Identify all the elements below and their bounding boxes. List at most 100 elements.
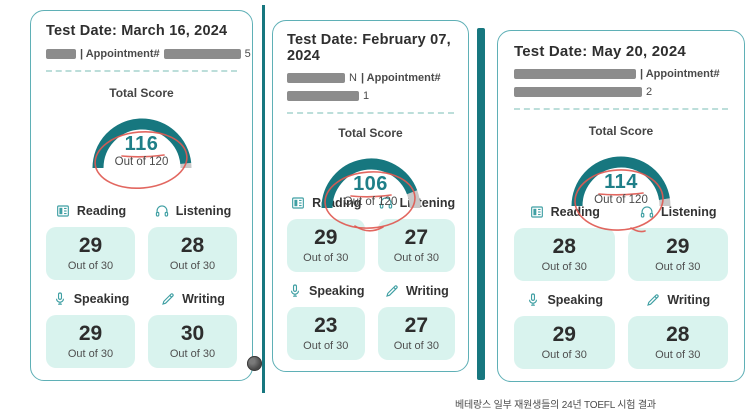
teal-divider-line	[262, 5, 265, 393]
section-name: Speaking	[309, 284, 365, 298]
score-card-may: Test Date: May 20, 2024 | Appointment# 2…	[497, 30, 745, 382]
section-name: Speaking	[73, 292, 130, 306]
section-score: 29	[78, 234, 103, 257]
appointment-suffix: 2	[646, 86, 653, 98]
dashed-divider	[514, 108, 728, 110]
name-suffix: N	[349, 72, 357, 84]
section-score: 23	[314, 314, 338, 337]
section-outof: Out of 30	[541, 261, 587, 273]
score-box: 28 Out of 30	[627, 316, 728, 369]
total-score-label: Total Score	[338, 126, 403, 140]
redacted-number-bar	[163, 49, 241, 59]
section-listening: Listening 29 Out of 30	[627, 204, 728, 281]
section-scores: Reading 28 Out of 30 Listening 29 Out of…	[514, 204, 728, 369]
total-score-outof: Out of 120	[343, 196, 398, 208]
section-score: 28	[666, 323, 690, 346]
total-score-value: 116	[124, 133, 159, 155]
redacted-name-bar	[46, 49, 76, 59]
score-box: 29 Out of 30	[46, 227, 135, 280]
section-label: Listening	[639, 204, 717, 220]
section-name: Listening	[660, 205, 717, 219]
score-box: 29 Out of 30	[46, 315, 135, 368]
test-date: Test Date: February 07, 2024	[287, 32, 451, 64]
section-reading: Reading 29 Out of 30	[46, 203, 135, 280]
gauge-fill	[321, 158, 417, 209]
gauge-fill	[571, 156, 670, 207]
section-score: 27	[404, 314, 429, 337]
appointment-row: | Appointment#	[514, 68, 728, 80]
total-score-gauge: 114 Out of 120	[561, 146, 681, 233]
test-date: Test Date: May 20, 2024	[514, 43, 686, 60]
section-name: Speaking	[547, 293, 604, 307]
section-score: 29	[78, 322, 103, 345]
redacted-number-bar	[287, 91, 359, 101]
section-outof: Out of 30	[67, 348, 114, 360]
redacted-number-bar	[514, 87, 642, 97]
section-name: Listening	[175, 204, 232, 218]
total-score-outof: Out of 120	[114, 156, 169, 168]
section-outof: Out of 30	[393, 252, 439, 264]
section-outof: Out of 30	[67, 260, 114, 272]
section-writing: Writing 27 Out of 30	[377, 283, 456, 360]
section-score: 30	[180, 322, 205, 345]
section-outof: Out of 30	[655, 349, 701, 361]
section-score: 28	[180, 234, 205, 257]
section-score: 27	[404, 226, 429, 249]
test-date: Test Date: March 16, 2024	[46, 23, 228, 39]
teal-divider-bar	[477, 28, 485, 380]
total-score-gauge: 106 Out of 120	[311, 148, 431, 232]
section-label: Speaking	[52, 291, 130, 307]
section-label: Speaking	[525, 292, 603, 308]
score-card-march: Test Date: March 16, 2024 | Appointment#…	[30, 10, 253, 381]
score-box: 23 Out of 30	[287, 307, 365, 360]
section-score: 29	[552, 323, 576, 346]
reading-icon	[55, 203, 71, 219]
section-outof: Out of 30	[541, 349, 587, 361]
appointment-row-2: 2	[514, 86, 728, 98]
dark-circle-badge	[247, 356, 262, 371]
section-outof: Out of 30	[393, 340, 439, 352]
red-circle-annotation	[93, 131, 188, 189]
total-score-label: Total Score	[109, 86, 174, 100]
writing-icon	[384, 283, 400, 299]
total-score-value: 106	[353, 173, 388, 195]
section-score: 28	[552, 235, 576, 258]
section-speaking: Speaking 29 Out of 30	[46, 291, 135, 368]
speaking-icon	[287, 283, 303, 299]
total-score-value: 114	[604, 171, 638, 193]
redacted-name-bar	[514, 69, 636, 79]
redacted-name-bar	[287, 73, 345, 83]
appointment-suffix: 1	[363, 90, 370, 102]
appointment-row-2: 1	[287, 90, 454, 102]
section-label: Listening	[154, 203, 232, 219]
caption: 베테랑스 일부 재원생들의 24년 TOEFL 시험 결과	[455, 400, 656, 411]
appointment-row: N | Appointment#	[287, 72, 454, 84]
appointment-label: | Appointment#	[80, 48, 160, 60]
section-listening: Listening 28 Out of 30	[148, 203, 237, 280]
section-label: Reading	[529, 204, 600, 220]
section-name: Writing	[182, 292, 225, 306]
section-label: Writing	[384, 283, 449, 299]
section-score: 29	[314, 226, 338, 249]
section-reading: Reading 28 Out of 30	[514, 204, 615, 281]
section-name: Writing	[405, 284, 449, 298]
score-box: 29 Out of 30	[627, 228, 728, 281]
appointment-suffix: 5	[244, 48, 251, 60]
total-score-gauge: 116 Out of 120	[82, 108, 202, 190]
section-outof: Out of 30	[169, 348, 216, 360]
score-box: 28 Out of 30	[514, 228, 615, 281]
section-speaking: Speaking 29 Out of 30	[514, 292, 615, 369]
section-name: Writing	[667, 293, 711, 307]
appointment-row: | Appointment# 5	[46, 48, 251, 60]
dashed-divider	[46, 70, 237, 72]
gauge-fill	[92, 118, 191, 169]
gauge-track	[659, 198, 671, 207]
section-writing: Writing 28 Out of 30	[627, 292, 728, 369]
section-score: 29	[666, 235, 690, 258]
score-box: 28 Out of 30	[148, 227, 237, 280]
writing-icon	[645, 292, 661, 308]
section-speaking: Speaking 23 Out of 30	[287, 283, 365, 360]
red-circle-annotation	[574, 169, 664, 233]
total-score-outof: Out of 120	[594, 194, 648, 206]
section-outof: Out of 30	[303, 340, 349, 352]
